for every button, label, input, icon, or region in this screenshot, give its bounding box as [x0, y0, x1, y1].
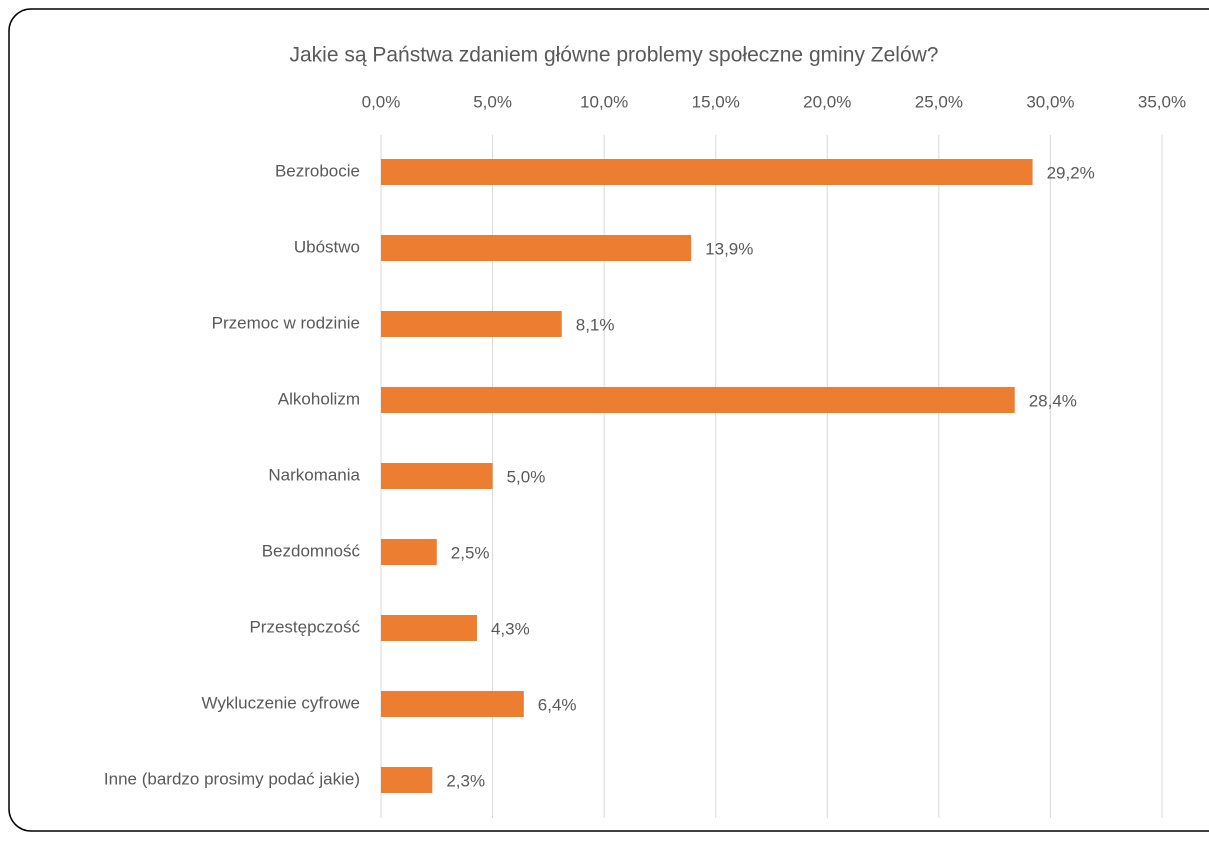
y-tick-label: Wykluczenie cyfrowe: [201, 693, 360, 712]
bar: [381, 311, 562, 337]
bar: [381, 387, 1015, 413]
bar: [381, 463, 493, 489]
data-label: 2,3%: [446, 771, 485, 790]
data-label: 4,3%: [491, 619, 530, 638]
y-tick-label: Narkomania: [268, 465, 360, 484]
x-tick-label: 35,0%: [1138, 92, 1186, 111]
x-tick-label: 30,0%: [1026, 92, 1074, 111]
bar: [381, 691, 524, 717]
y-tick-label: Przemoc w rodzinie: [212, 313, 360, 332]
x-tick-label: 15,0%: [692, 92, 740, 111]
chart-frame: [8, 8, 1209, 832]
y-tick-label: Ubóstwo: [294, 237, 360, 256]
y-tick-label: Bezdomność: [262, 541, 361, 560]
x-tick-label: 10,0%: [580, 92, 628, 111]
bar: [381, 159, 1033, 185]
data-label: 29,2%: [1047, 163, 1095, 182]
data-label: 8,1%: [576, 315, 615, 334]
x-tick-label: 25,0%: [915, 92, 963, 111]
y-tick-label: Alkoholizm: [278, 389, 360, 408]
bar: [381, 615, 477, 641]
x-tick-label: 20,0%: [803, 92, 851, 111]
y-tick-label: Bezrobocie: [275, 161, 360, 180]
data-label: 13,9%: [705, 239, 753, 258]
data-label: 28,4%: [1029, 391, 1077, 410]
data-label: 2,5%: [451, 543, 490, 562]
x-tick-label: 5,0%: [473, 92, 512, 111]
data-label: 5,0%: [507, 467, 546, 486]
data-label: 6,4%: [538, 695, 577, 714]
chart-title: Jakie są Państwa zdaniem główne problemy…: [290, 44, 939, 67]
y-tick-label: Przestępczość: [249, 617, 360, 636]
y-tick-label: Inne (bardzo prosimy podać jakie): [104, 769, 360, 788]
x-tick-label: 0,0%: [362, 92, 401, 111]
bar: [381, 767, 433, 793]
bar: [381, 539, 437, 565]
bar: [381, 235, 692, 261]
